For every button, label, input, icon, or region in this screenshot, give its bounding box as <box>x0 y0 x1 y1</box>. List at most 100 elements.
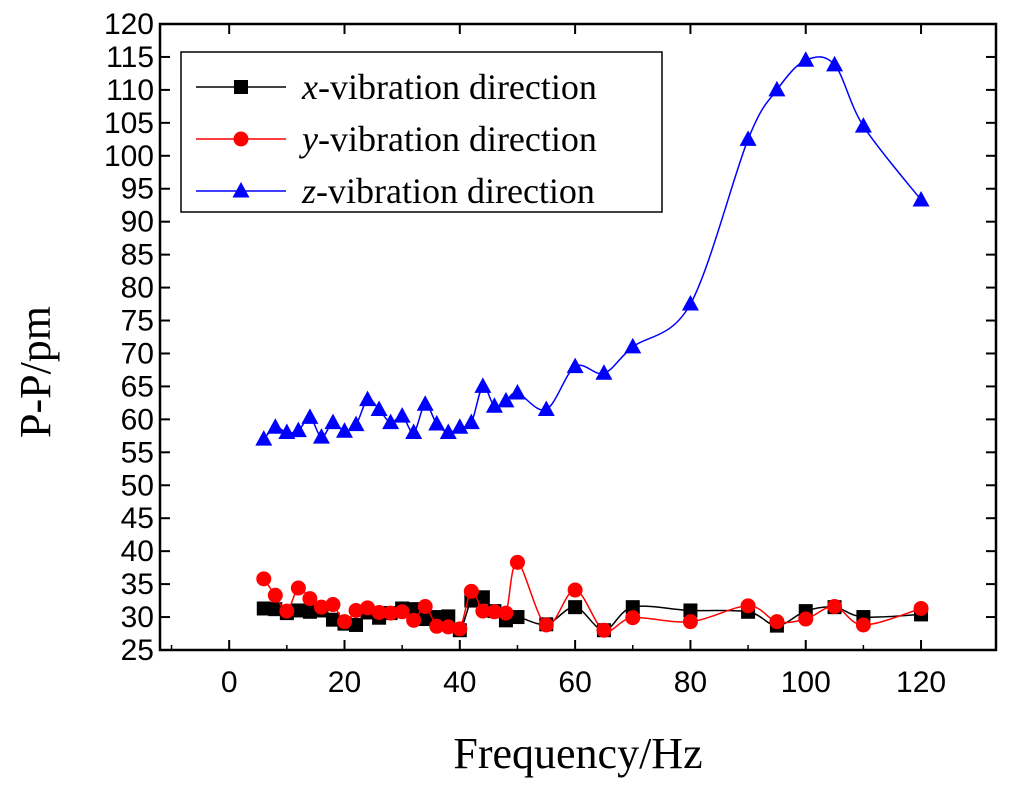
data-point-z <box>566 357 584 374</box>
data-point-z <box>301 408 319 424</box>
y-tick-label: 85 <box>121 239 154 272</box>
y-tick-label: 115 <box>106 41 154 74</box>
data-point-y <box>440 619 456 635</box>
data-point-z <box>359 390 377 407</box>
data-point-y <box>256 571 272 587</box>
data-point-y <box>740 598 756 614</box>
y-tick-label: 40 <box>121 535 154 568</box>
data-point-z <box>289 421 307 438</box>
data-point-x <box>441 609 456 624</box>
x-axis-title: Frequency/Hz <box>453 729 702 778</box>
x-tick-label: 60 <box>558 666 591 699</box>
legend-label: x-vibration direction <box>301 67 597 107</box>
data-point-z <box>370 400 388 416</box>
legend-label-variable: x <box>301 67 318 107</box>
data-point-y <box>290 580 306 596</box>
y-tick-label: 35 <box>121 568 154 601</box>
series-layer <box>255 51 930 638</box>
x-tick-label: 120 <box>896 666 946 699</box>
data-point-z <box>681 295 699 311</box>
y-tick-label: 95 <box>121 173 154 206</box>
y-tick-label: 65 <box>121 370 154 403</box>
x-tick-label: 40 <box>443 666 476 699</box>
data-point-x <box>625 600 640 615</box>
data-point-z <box>497 391 515 408</box>
legend-label-text: -vibration direction <box>318 67 597 107</box>
data-point-y <box>509 554 525 570</box>
data-point-y <box>279 603 295 619</box>
legend-label-variable: y <box>299 119 318 159</box>
data-point-x <box>349 617 364 632</box>
series-y <box>256 554 929 638</box>
x-tick-label: 80 <box>674 666 707 699</box>
data-point-z <box>508 384 526 400</box>
data-point-z <box>393 407 411 423</box>
y-tick-label: 60 <box>121 403 154 436</box>
x-tick-label: 100 <box>781 666 831 699</box>
data-point-x <box>510 610 525 625</box>
data-point-z <box>416 395 434 411</box>
data-point-z <box>624 337 642 354</box>
y-tick-label: 50 <box>121 469 154 502</box>
data-point-y <box>313 599 329 615</box>
y-tick-label: 105 <box>104 107 154 140</box>
y-tick-label: 55 <box>121 436 154 469</box>
data-point-z <box>797 51 815 67</box>
data-point-z <box>255 430 273 446</box>
legend-marker <box>234 80 248 94</box>
data-point-y <box>267 587 283 603</box>
data-point-y <box>383 605 399 621</box>
x-tick-label: 0 <box>221 666 238 699</box>
data-point-x <box>418 612 433 627</box>
plot-frame <box>158 22 998 652</box>
data-point-y <box>596 622 612 638</box>
data-point-y <box>394 604 410 620</box>
legend-box <box>180 51 663 213</box>
data-point-z <box>474 377 492 393</box>
data-point-z <box>405 423 423 440</box>
data-point-y <box>682 614 698 630</box>
data-point-y <box>429 618 445 634</box>
data-point-z <box>537 400 555 416</box>
data-point-z <box>439 423 457 440</box>
y-tick-label: 100 <box>104 140 154 173</box>
data-point-x <box>475 590 490 605</box>
data-point-y <box>567 582 583 598</box>
data-point-z <box>462 413 480 430</box>
data-point-y <box>769 614 785 630</box>
legend-entry-z: z-vibration direction <box>196 171 595 211</box>
data-point-z <box>595 364 613 380</box>
data-point-y <box>406 612 422 628</box>
y-tick-label: 75 <box>121 305 154 338</box>
legend-label: y-vibration direction <box>299 119 597 159</box>
data-point-y <box>498 605 514 621</box>
data-point-x <box>256 601 271 616</box>
data-point-x <box>325 612 340 627</box>
y-tick-label: 80 <box>121 272 154 305</box>
y-tick-label: 45 <box>121 502 154 535</box>
y-tick-label: 90 <box>121 206 154 239</box>
data-point-y <box>360 600 376 616</box>
data-point-z <box>335 422 353 438</box>
data-point-x <box>683 603 698 618</box>
data-point-y <box>827 599 843 615</box>
data-point-y <box>913 600 929 616</box>
y-tick-label: 30 <box>121 601 154 634</box>
legend-label: z-vibration direction <box>301 171 595 211</box>
data-point-y <box>486 604 502 620</box>
data-point-x <box>568 600 583 615</box>
legend-entry-y: y-vibration direction <box>196 119 597 159</box>
data-point-y <box>417 599 433 615</box>
data-point-y <box>798 611 814 627</box>
data-point-y <box>336 614 352 630</box>
data-point-y <box>325 597 341 613</box>
legend-label-variable: z <box>301 171 316 211</box>
axes: 0 20 40 60 80 100 1202530354045505560657075808… <box>104 8 996 699</box>
legend-label-text: -vibration direction <box>316 171 595 211</box>
y-axis-title: P-P/pm <box>11 306 60 438</box>
data-point-x <box>291 603 306 618</box>
data-point-x <box>302 604 317 619</box>
legend-marker <box>233 131 249 147</box>
